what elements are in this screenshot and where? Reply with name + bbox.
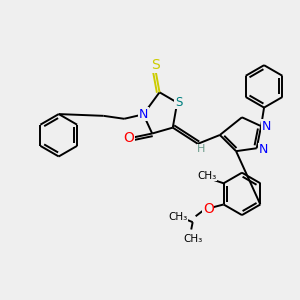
Text: S: S <box>151 58 160 72</box>
Text: CH₃: CH₃ <box>168 212 188 222</box>
Text: O: O <box>203 202 214 216</box>
Text: CH₃: CH₃ <box>197 171 217 181</box>
Text: N: N <box>259 143 268 156</box>
Text: N: N <box>261 120 271 133</box>
Text: N: N <box>139 108 148 121</box>
Text: O: O <box>124 131 134 145</box>
Text: H: H <box>197 144 206 154</box>
Text: CH₃: CH₃ <box>183 234 202 244</box>
Text: S: S <box>175 95 182 109</box>
